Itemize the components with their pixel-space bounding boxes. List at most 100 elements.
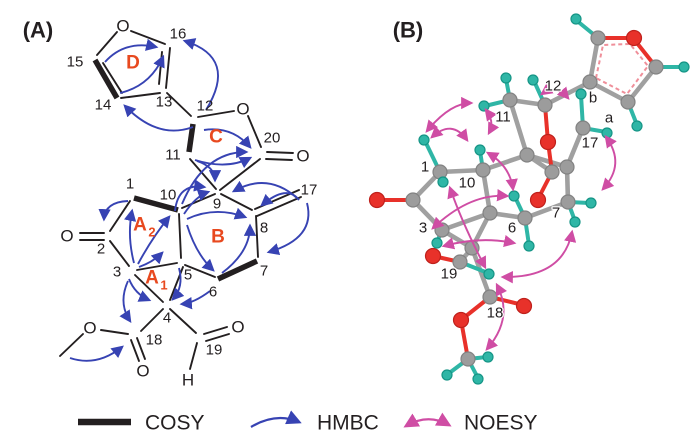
model-label-12: 12 [545,78,562,95]
hmbc-arrow [196,160,222,183]
carbon-atom [519,147,535,163]
oxygen-atom [452,311,470,329]
atom-label-o19: O [231,318,244,337]
bond [130,339,140,362]
bond [256,196,302,217]
carbon-atom [537,97,553,113]
cosy-bond [133,195,179,213]
hmbc-arrow [203,128,252,149]
hydrogen-atom [441,369,453,381]
model-label-11: 11 [495,109,511,126]
model-label-17: 17 [582,135,599,152]
hmbc-arrow [174,179,207,212]
carbon-atom [475,162,491,178]
atom-label-h19: H [182,371,194,390]
atom-label-5: 5 [184,267,192,284]
bond [203,326,228,335]
bond [254,189,300,210]
atom-label-18: 18 [146,332,163,349]
panel-b-noesy-arrows [425,83,617,351]
atom-label-2: 2 [97,241,105,258]
oxygen-atom [424,247,442,265]
hmbc-arrow [124,208,137,264]
ring-label-a2-sub: 2 [148,225,155,240]
hydrogen-atom [482,351,494,363]
atom-label-9: 9 [213,196,221,213]
legend-noesy-arrow-sample [403,412,452,428]
panel-a-letter: (A) [23,18,54,43]
atom-label-o20: O [296,147,309,166]
atom-label-o-ester-carbonyl: O [136,362,149,381]
hydrogen-atom [418,134,430,146]
carbon-atom [590,30,606,46]
hmbc-arrow [266,202,310,256]
panel-b-model-atoms [368,13,690,385]
hmbc-arrow [119,54,165,94]
carbon-atom [575,120,591,136]
oxygen-atom [529,191,547,209]
hydrogen-atom [527,74,539,86]
bond [134,274,164,303]
carbon-atom [482,205,498,221]
ring-label-a1: A [145,268,159,289]
bond [265,158,293,161]
model-label-19: 19 [441,266,458,283]
bond [136,262,178,271]
hydrogen-atom [678,61,690,73]
carbon-atom [620,94,636,110]
hmbc-arrow [181,145,249,205]
noesy-arrow [447,185,487,270]
noesy-arrow [425,96,474,133]
bond [178,213,182,259]
hydrogen-atom [478,100,490,112]
bond [136,337,146,360]
oxygen-atom [368,191,386,209]
atom-label-13: 13 [156,94,173,111]
bond [102,62,123,94]
bond [165,47,171,89]
noesy-arrow [601,135,617,191]
cosy-bond [216,258,259,282]
hydrogen-atom [500,72,512,84]
model-label-1: 1 [421,159,429,176]
hydrogen-atom [601,127,613,139]
model-label-hb: b [589,90,597,107]
atom-label-6: 6 [209,284,217,301]
hmbc-arrow [186,207,248,220]
bond [140,308,164,332]
ring-label-c: C [209,127,223,148]
bond [120,92,161,99]
noesy-arrow [500,229,577,284]
hmbc-arrow [119,280,132,324]
hydrogen-atom [508,190,520,202]
atom-label-4: 4 [163,310,171,327]
bond [255,215,259,258]
ring-label-b: B [211,227,225,248]
hydrogen-atom [569,216,581,228]
atom-label-19: 19 [206,342,223,359]
carbon-atom [582,74,598,90]
atom-label-3: 3 [113,264,121,281]
hydrogen-atom [437,176,449,188]
hmbc-arrow [69,345,124,362]
hmbc-arrow [182,38,219,111]
hydrogen-atom [570,13,582,25]
bond [166,92,192,117]
bond [184,264,216,278]
hmbc-arrow [171,267,185,301]
bond [219,158,261,191]
bond [220,193,253,211]
noesy-arrow [484,108,500,136]
hmbc-arrow [137,215,171,265]
bond [158,51,163,85]
bond [247,115,262,148]
hmbc-arrow [98,200,129,222]
oxygen-atom [625,29,643,47]
hmbc-arrow [138,251,164,268]
model-label-ha: a [605,110,614,127]
atom-label-20: 20 [264,130,281,147]
carbon-atom [482,289,498,305]
atom-label-15: 15 [67,54,84,71]
